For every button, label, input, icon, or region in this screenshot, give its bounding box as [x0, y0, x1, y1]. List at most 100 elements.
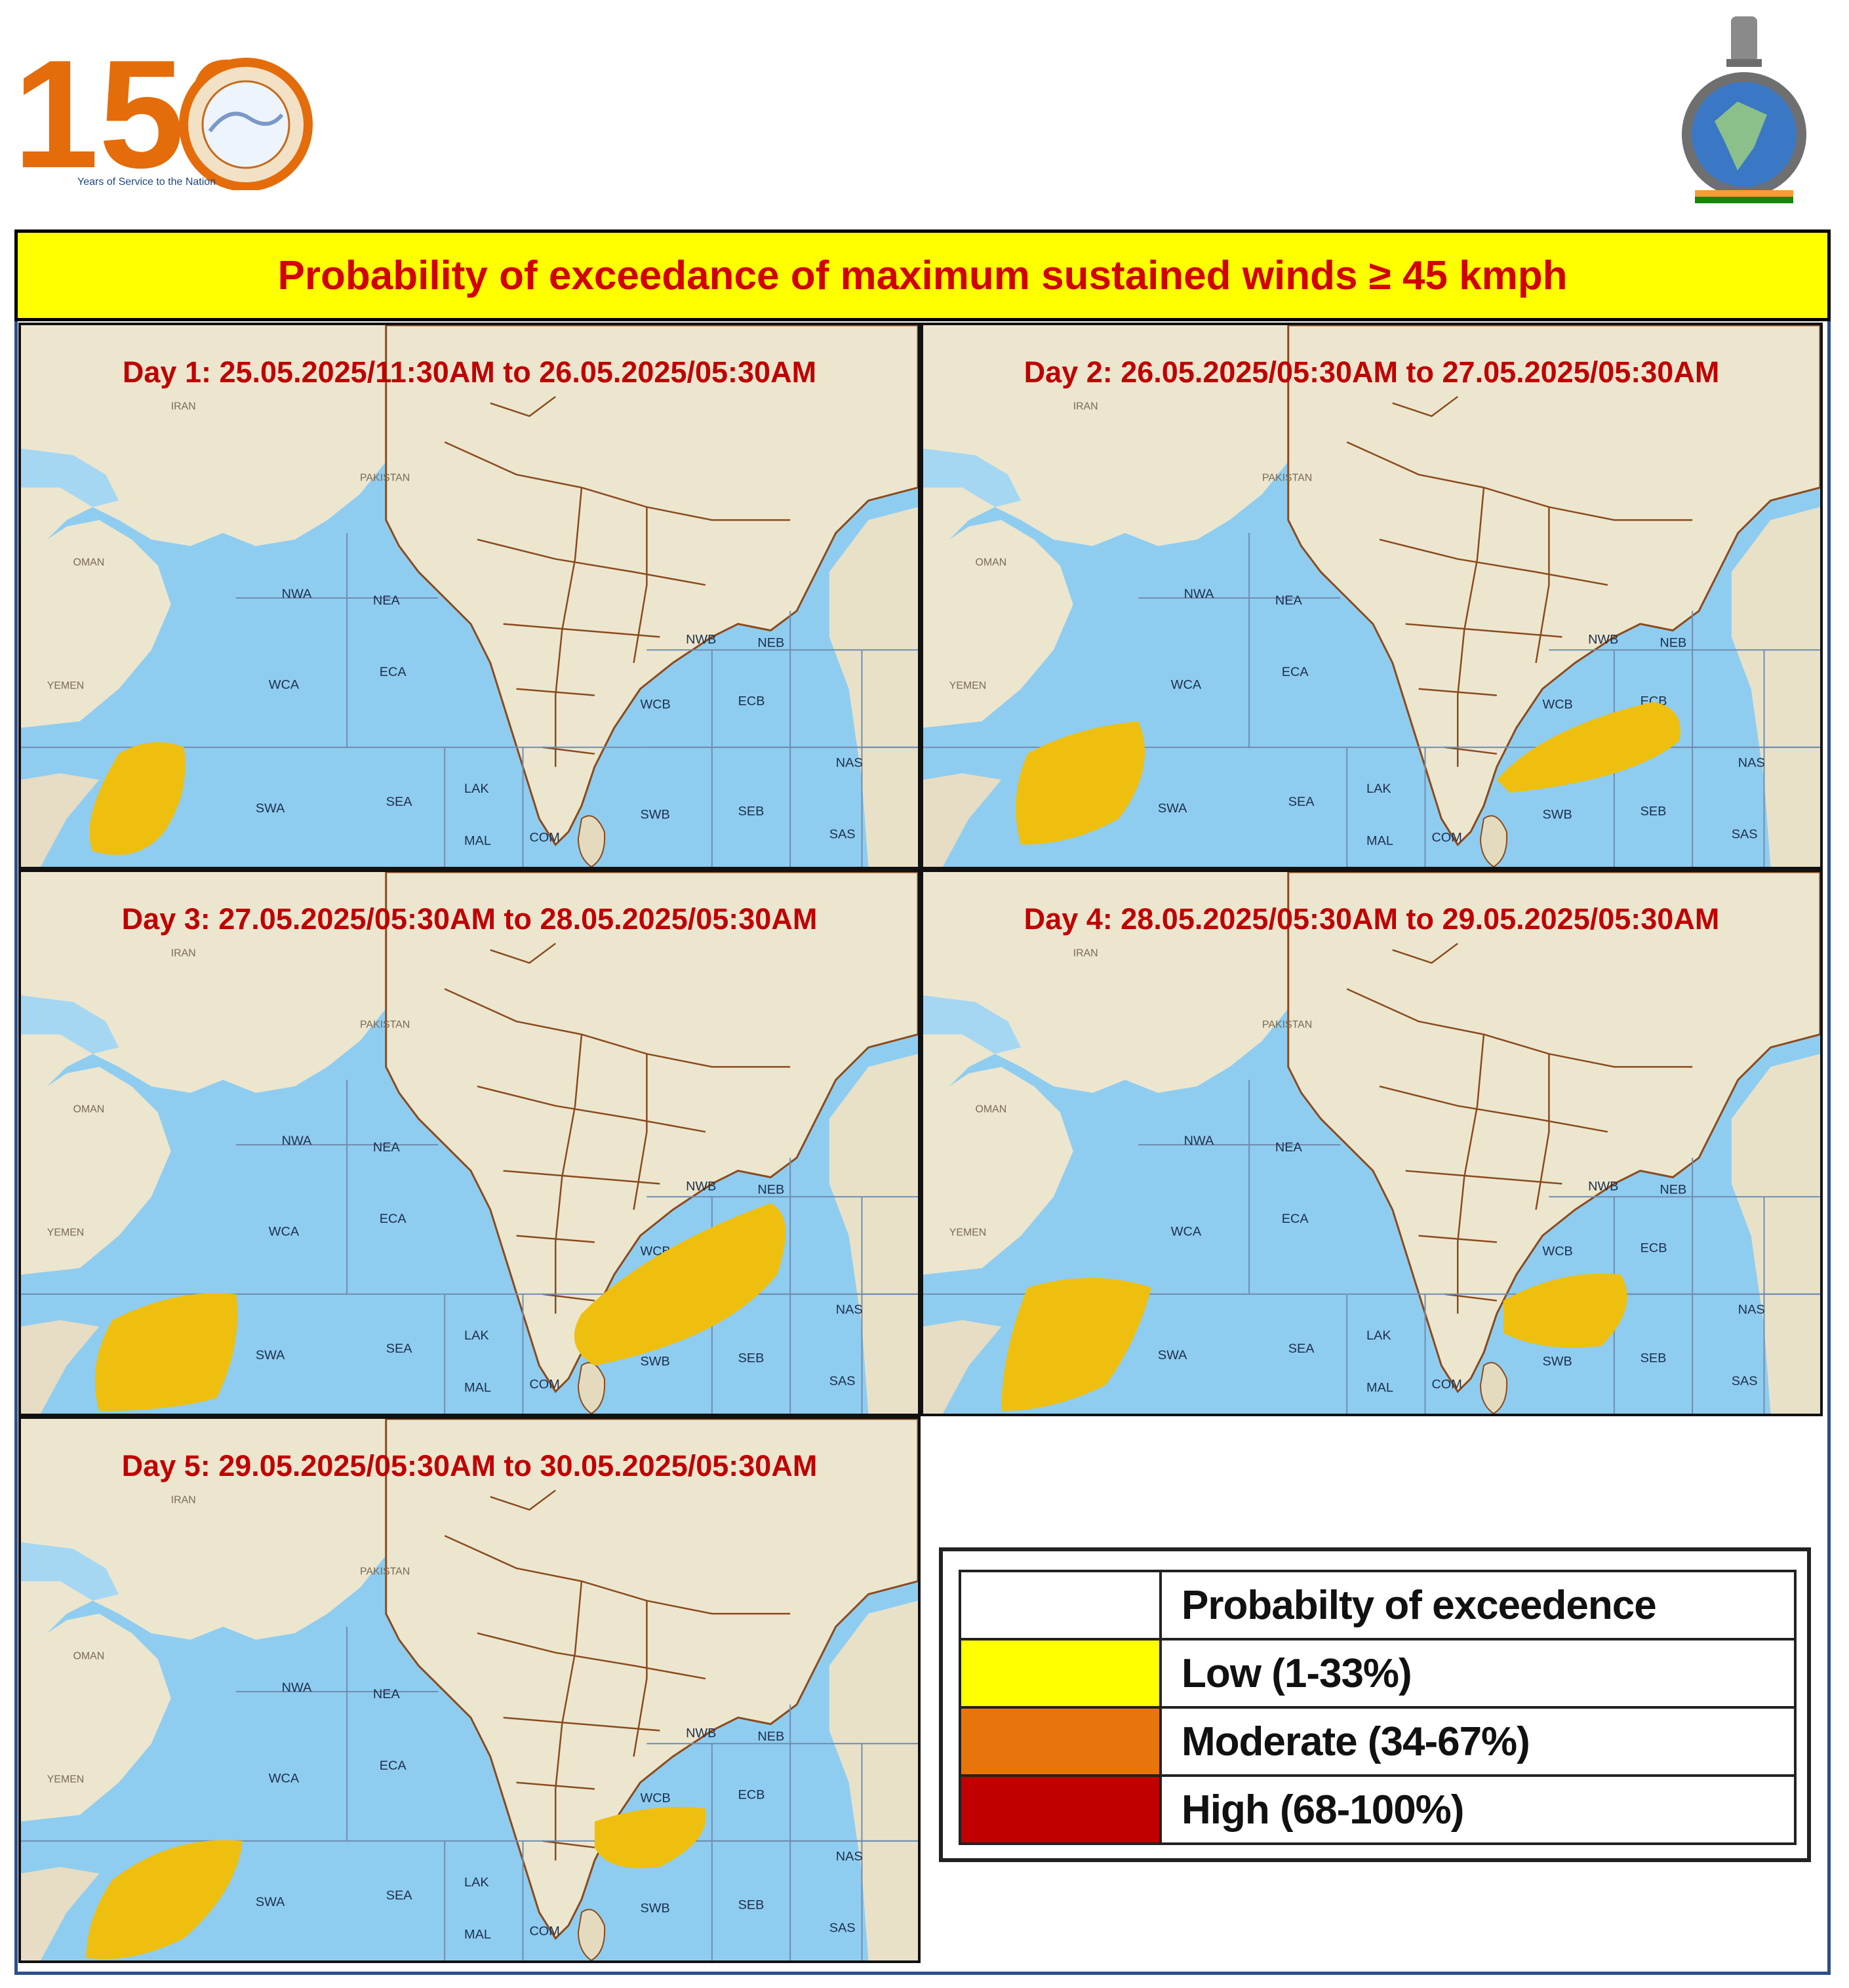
label-swb: SWB	[640, 808, 669, 822]
label-com: COM	[529, 1377, 559, 1391]
label-iran: IRAN	[171, 1495, 196, 1506]
gulf-of-oman	[21, 448, 119, 507]
label-wca: WCA	[1171, 678, 1202, 692]
label-neb: NEB	[1660, 1182, 1686, 1197]
label-wcb: WCB	[640, 697, 670, 711]
label-swb: SWB	[640, 1355, 669, 1369]
map-labels: NWA NEA ECA WCA SWA SEA LAK MAL COM NWB …	[949, 401, 1765, 848]
label-pakistan: PAKISTAN	[360, 1020, 410, 1031]
land-india	[385, 325, 918, 846]
label-neb: NEB	[1660, 635, 1686, 650]
day-label-day1: Day 1: 25.05.2025/11:30AM to 26.05.2025/…	[122, 355, 817, 389]
probability-zone-day4-2	[1503, 1273, 1627, 1348]
land-africa	[923, 1320, 1002, 1414]
label-eca: ECA	[1282, 665, 1309, 679]
label-lak: LAK	[464, 1328, 489, 1343]
label-pakistan: PAKISTAN	[360, 473, 410, 484]
label-iran: IRAN	[171, 401, 196, 412]
imd-emblem-icon	[1675, 16, 1813, 207]
label-sea: SEA	[1288, 795, 1315, 809]
legend-label-high: High (68-100%)	[1159, 1774, 1797, 1845]
label-sea: SEA	[386, 1888, 413, 1903]
sri-lanka	[1480, 1362, 1508, 1414]
label-mal: MAL	[1366, 1380, 1393, 1395]
label-oman: OMAN	[976, 1103, 1007, 1115]
label-yemen: YEMEN	[47, 1774, 85, 1785]
label-yemen: YEMEN	[47, 1227, 85, 1239]
legend-header: Probabilty of exceedence	[1159, 1570, 1797, 1640]
label-wca: WCA	[1171, 1225, 1202, 1239]
label-nwb: NWB	[686, 632, 716, 646]
label-nwb: NWB	[686, 1726, 716, 1740]
label-sea: SEA	[386, 1342, 413, 1356]
map-panel-day5: NWA NEA ECA WCA SWA SEA LAK MAL COM NWB …	[18, 1416, 921, 1963]
label-com: COM	[1431, 1377, 1461, 1391]
label-com: COM	[529, 1924, 559, 1938]
map-labels: NWA NEA ECA WCA SWA SEA LAK MAL COM NWB …	[949, 948, 1765, 1395]
label-wcb: WCB	[1542, 697, 1572, 711]
label-wca: WCA	[269, 1772, 300, 1786]
label-swa: SWA	[256, 801, 285, 816]
label-sas: SAS	[829, 1374, 856, 1388]
land-arabia-south	[923, 1067, 1073, 1275]
map-labels: NWA NEA ECA WCA SWA SEA LAK MAL COM NWB …	[47, 1495, 863, 1942]
label-oman: OMAN	[73, 557, 105, 568]
legend-header-swatch	[959, 1570, 1162, 1640]
probability-zones	[86, 1806, 706, 1960]
land-arabia-south	[21, 520, 171, 728]
label-lak: LAK	[464, 1875, 489, 1890]
probability-zones	[89, 742, 186, 855]
land-myanmar	[829, 1600, 918, 1960]
gulf-of-oman	[923, 995, 1022, 1054]
probability-zones	[1016, 702, 1680, 845]
land-africa	[21, 773, 100, 867]
label-nwa: NWA	[282, 1134, 312, 1148]
label-pakistan: PAKISTAN	[1262, 1020, 1312, 1031]
label-nwa: NWA	[282, 587, 312, 601]
label-yemen: YEMEN	[949, 1227, 987, 1239]
label-eca: ECA	[380, 665, 407, 679]
legend-label-moderate: Moderate (34-67%)	[1159, 1706, 1797, 1777]
label-swa: SWA	[1158, 1348, 1187, 1362]
label-pakistan: PAKISTAN	[360, 1566, 410, 1578]
label-nas: NAS	[836, 1303, 863, 1317]
label-wcb: WCB	[640, 1791, 670, 1805]
land-india	[385, 1419, 918, 1940]
label-sea: SEA	[1288, 1342, 1315, 1356]
label-lak: LAK	[1366, 1328, 1391, 1343]
imd-150-years-logo: 150 Years of Service to the Nation	[13, 28, 315, 200]
map-panel-day3: NWA NEA ECA WCA SWA SEA LAK MAL COM NWB …	[18, 869, 921, 1416]
legend: Probabilty of exceedence Low (1-33%) Mod…	[939, 1547, 1811, 1862]
land-myanmar	[1731, 507, 1820, 867]
page-title: Probability of exceedance of maximum sus…	[277, 252, 1568, 298]
land-india	[1287, 872, 1820, 1393]
land-africa	[21, 1320, 100, 1414]
probability-zone-day2-2	[1496, 702, 1680, 793]
label-nwa: NWA	[1184, 1134, 1214, 1148]
label-mal: MAL	[1366, 833, 1393, 848]
label-nas: NAS	[836, 1850, 863, 1864]
day-label-day5: Day 5: 29.05.2025/05:30AM to 30.05.2025/…	[121, 1449, 818, 1482]
label-nea: NEA	[373, 1687, 401, 1701]
label-yemen: YEMEN	[949, 681, 987, 692]
label-wca: WCA	[269, 678, 300, 692]
map-panel-day4: NWA NEA ECA WCA SWA SEA LAK MAL COM NWB …	[921, 869, 1823, 1416]
land-myanmar	[829, 507, 918, 867]
label-nwa: NWA	[282, 1680, 312, 1695]
label-seb: SEB	[1640, 805, 1667, 819]
label-nwb: NWB	[1588, 1179, 1618, 1193]
label-nea: NEA	[373, 1140, 401, 1155]
state-boundaries	[1346, 395, 1693, 767]
state-boundaries	[444, 395, 791, 767]
label-neb: NEB	[757, 1182, 784, 1197]
label-seb: SEB	[1640, 1351, 1667, 1366]
label-neb: NEB	[757, 1729, 784, 1743]
land-africa	[21, 1867, 100, 1960]
day-label-day2: Day 2: 26.05.2025/05:30AM to 27.05.2025/…	[1024, 355, 1720, 389]
label-lak: LAK	[464, 782, 489, 796]
probability-zone-day3-1	[94, 1293, 238, 1412]
label-nas: NAS	[836, 756, 863, 770]
probability-zones	[94, 1203, 786, 1412]
label-ecb: ECB	[738, 694, 765, 708]
legend-swatch-moderate	[959, 1706, 1162, 1777]
